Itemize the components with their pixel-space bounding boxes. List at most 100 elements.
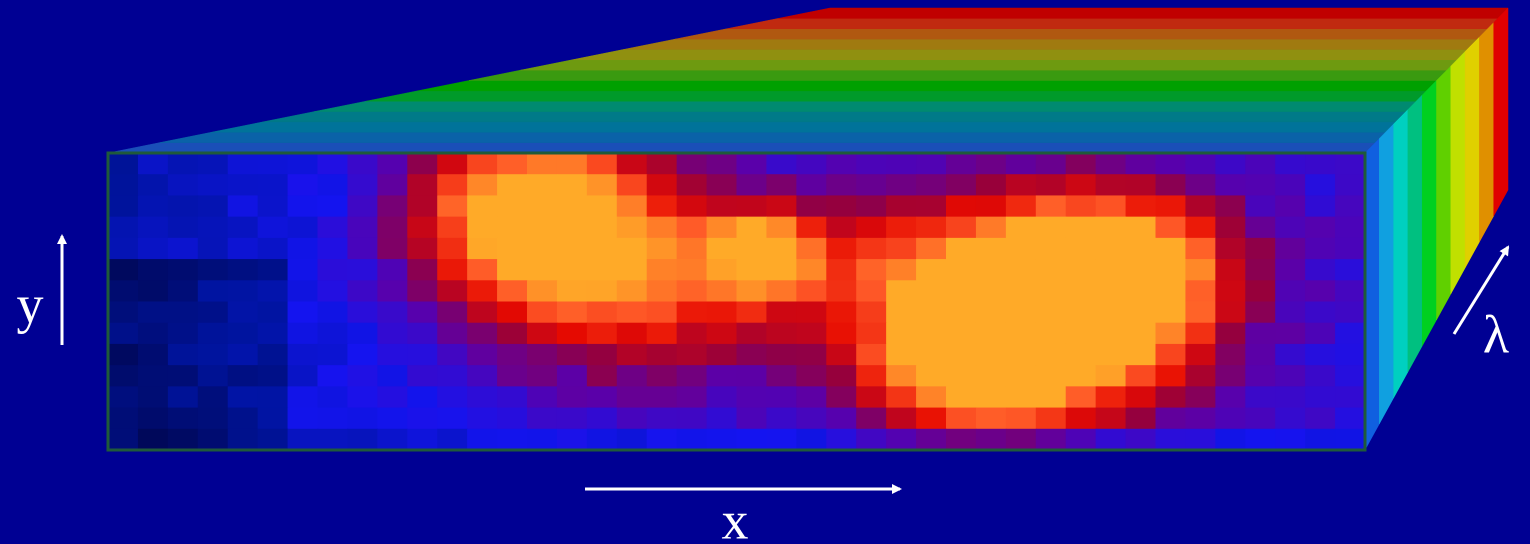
pixel [916, 429, 947, 451]
pixel [1335, 153, 1366, 175]
pixel [108, 217, 139, 239]
pixel [527, 153, 558, 175]
pixel [407, 408, 438, 430]
pixel [437, 153, 468, 175]
pixel [946, 174, 977, 196]
pixel [1335, 280, 1366, 302]
pixel [168, 408, 199, 430]
pixel [557, 259, 588, 281]
pixel [1036, 174, 1067, 196]
pixel [318, 153, 349, 175]
pixel [946, 386, 977, 408]
pixel [467, 238, 498, 260]
pixel [288, 386, 319, 408]
pixel [198, 259, 229, 281]
pixel [1006, 238, 1037, 260]
pixel [527, 302, 558, 324]
pixel [1126, 323, 1157, 345]
pixel [796, 344, 827, 366]
pixel [946, 323, 977, 345]
pixel [1006, 153, 1037, 175]
pixel [527, 174, 558, 196]
pixel [138, 153, 169, 175]
pixel [407, 259, 438, 281]
pixel [467, 323, 498, 345]
pixel [737, 408, 768, 430]
pixel [647, 302, 678, 324]
pixel [856, 259, 887, 281]
pixel [976, 323, 1007, 345]
pixel [826, 280, 857, 302]
pixel [347, 259, 378, 281]
pixel [1185, 429, 1216, 451]
pixel [1126, 429, 1157, 451]
pixel [1245, 217, 1276, 239]
pixel [288, 302, 319, 324]
pixel [826, 323, 857, 345]
pixel [946, 153, 977, 175]
pixel [1305, 302, 1336, 324]
pixel [258, 217, 289, 239]
pixel [318, 280, 349, 302]
pixel [1245, 365, 1276, 387]
pixel [1036, 259, 1067, 281]
pixel [587, 408, 618, 430]
pixel [796, 429, 827, 451]
x-label: x [722, 490, 749, 544]
top-stripe [160, 132, 1386, 142]
pixel [1096, 217, 1127, 239]
pixel [1156, 302, 1187, 324]
pixel [1185, 259, 1216, 281]
pixel [1215, 174, 1246, 196]
pixel [138, 408, 169, 430]
pixel [647, 174, 678, 196]
pixel [437, 280, 468, 302]
pixel [1006, 280, 1037, 302]
pixel [1036, 280, 1067, 302]
pixel [557, 153, 588, 175]
pixel [1245, 302, 1276, 324]
pixel [587, 174, 618, 196]
pixel [796, 280, 827, 302]
pixel [1305, 238, 1336, 260]
pixel [1006, 302, 1037, 324]
pixel [796, 365, 827, 387]
pixel [1305, 323, 1336, 345]
pixel [377, 344, 408, 366]
pixel [1096, 195, 1127, 217]
pixel [228, 429, 259, 451]
pixel [617, 302, 648, 324]
pixel [347, 174, 378, 196]
pixel [437, 217, 468, 239]
pixel [1006, 386, 1037, 408]
pixel [1096, 302, 1127, 324]
pixel [587, 280, 618, 302]
pixel [647, 429, 678, 451]
pixel [617, 429, 648, 451]
pixel [976, 386, 1007, 408]
pixel [108, 259, 139, 281]
pixel [677, 259, 708, 281]
pixel [318, 429, 349, 451]
pixel [946, 259, 977, 281]
pixel [826, 153, 857, 175]
pixel [1126, 259, 1157, 281]
top-stripe [314, 101, 1416, 111]
pixel [1126, 174, 1157, 196]
pixel [138, 429, 169, 451]
pixel [916, 174, 947, 196]
pixel [228, 238, 259, 260]
pixel [1245, 344, 1276, 366]
pixel [647, 259, 678, 281]
pixel [707, 365, 738, 387]
pixel [258, 323, 289, 345]
pixel [138, 195, 169, 217]
pixel [1275, 174, 1306, 196]
pixel [497, 302, 528, 324]
pixel [168, 217, 199, 239]
pixel [1156, 344, 1187, 366]
pixel [377, 408, 408, 430]
pixel [766, 323, 797, 345]
pixel [497, 280, 528, 302]
pixel [347, 238, 378, 260]
